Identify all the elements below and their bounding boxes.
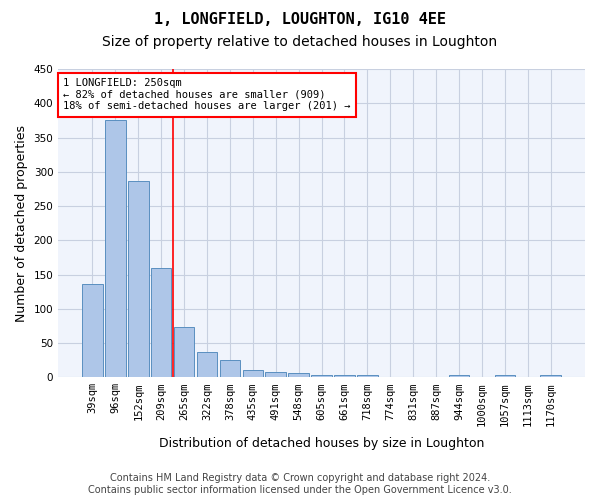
Bar (449, 375, 469, 378)
Bar (174, 326, 194, 378)
Bar (494, 375, 515, 378)
Bar (334, 374, 355, 378)
Y-axis label: Number of detached properties: Number of detached properties (15, 124, 28, 322)
Bar (220, 360, 240, 378)
Bar (242, 370, 263, 378)
Text: 1 LONGFIELD: 250sqm
← 82% of detached houses are smaller (909)
18% of semi-detac: 1 LONGFIELD: 250sqm ← 82% of detached ho… (64, 78, 351, 112)
Text: 1, LONGFIELD, LOUGHTON, IG10 4EE: 1, LONGFIELD, LOUGHTON, IG10 4EE (154, 12, 446, 28)
Text: Size of property relative to detached houses in Loughton: Size of property relative to detached ho… (103, 35, 497, 49)
Bar (105, 120, 125, 378)
Bar (541, 375, 561, 378)
Bar (82, 284, 103, 378)
Bar (357, 374, 378, 378)
Text: Contains HM Land Registry data © Crown copyright and database right 2024.
Contai: Contains HM Land Registry data © Crown c… (88, 474, 512, 495)
Bar (197, 352, 217, 378)
X-axis label: Distribution of detached houses by size in Loughton: Distribution of detached houses by size … (159, 437, 484, 450)
Bar (311, 375, 332, 378)
Bar (151, 268, 172, 378)
Bar (289, 373, 309, 378)
Bar (265, 372, 286, 378)
Bar (128, 180, 149, 378)
